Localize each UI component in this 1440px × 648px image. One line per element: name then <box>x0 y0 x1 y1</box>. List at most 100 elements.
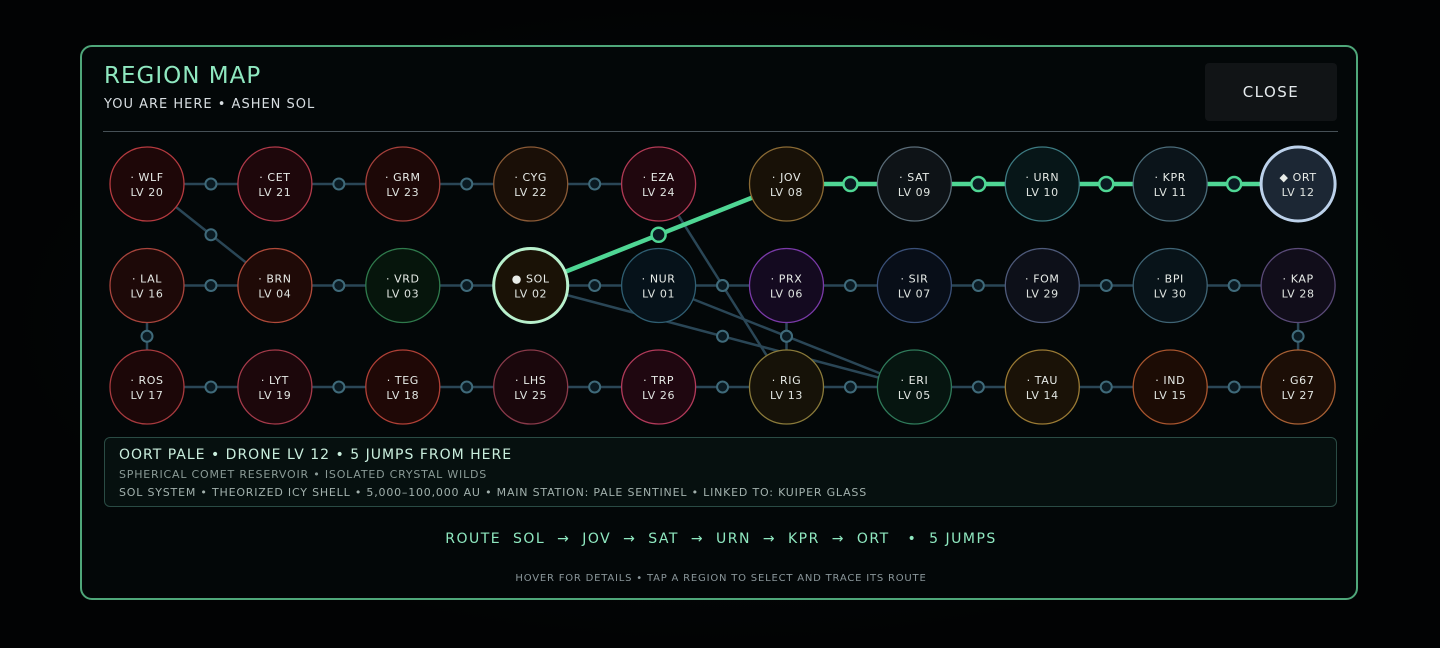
region-node-vrd[interactable]: · VRD LV 03 <box>365 247 441 324</box>
region-node-ort[interactable]: ◆ ORT LV 12 <box>1259 145 1337 223</box>
region-node-tau[interactable]: · TAU LV 14 <box>1004 349 1080 425</box>
region-node-circle <box>1132 247 1208 324</box>
region-node-bpi[interactable]: · BPI LV 30 <box>1132 247 1208 324</box>
region-graph: · WLF LV 20 · CET LV 21 · GRM LV 23 · CYG LV 22… <box>109 145 1337 425</box>
link-connector <box>716 380 730 394</box>
region-node-circle <box>492 247 570 324</box>
region-node-level: LV 07 <box>898 288 931 301</box>
region-node-cyg[interactable]: · CYG LV 22 <box>493 146 569 222</box>
region-node-name: · SAT <box>899 171 930 184</box>
region-node-sol[interactable]: ● SOL LV 02 <box>492 247 570 324</box>
region-node-level: LV 20 <box>131 186 164 199</box>
link-connector <box>204 177 218 191</box>
region-node-brn[interactable]: · BRN LV 04 <box>237 247 313 324</box>
region-node-level: LV 13 <box>770 389 803 402</box>
region-node-sat[interactable]: · SAT LV 09 <box>876 146 953 222</box>
region-node-circle <box>748 247 825 324</box>
link-connector <box>460 380 474 394</box>
region-node-name: · LAL <box>132 273 162 286</box>
link-connector <box>1227 279 1241 292</box>
link-connector <box>332 380 346 394</box>
region-node-kpr[interactable]: · KPR LV 11 <box>1132 146 1208 222</box>
region-node-circle <box>1260 247 1336 324</box>
region-node-name: · CYG <box>514 171 547 184</box>
region-node-name: · KAP <box>1283 273 1314 286</box>
region-node-level: LV 03 <box>386 288 419 301</box>
region-node-circle <box>1132 146 1208 222</box>
region-node-name: · BPI <box>1156 273 1183 286</box>
region-node-ros[interactable]: · ROS LV 17 <box>109 349 185 425</box>
region-node-level: LV 09 <box>898 186 931 199</box>
region-node-name: · LHS <box>515 374 546 387</box>
hint-text: HOVER FOR DETAILS • TAP A REGION TO SELE… <box>515 573 927 584</box>
region-node-level: LV 17 <box>131 389 164 402</box>
region-node-nur[interactable]: · NUR LV 01 <box>620 247 697 324</box>
link-connector <box>1099 380 1113 394</box>
region-node-circle <box>1260 349 1336 425</box>
link-connector <box>843 279 857 292</box>
region-node-name: · TRP <box>643 374 674 387</box>
region-node-urn[interactable]: · URN LV 10 <box>1004 146 1080 222</box>
region-node-name: ● SOL <box>512 273 550 286</box>
link-connector <box>204 279 218 292</box>
region-node-name: · KPR <box>1154 171 1185 184</box>
region-node-jov[interactable]: · JOV LV 08 <box>748 146 825 222</box>
link-connector <box>332 279 346 292</box>
region-node-level: LV 26 <box>642 389 675 402</box>
region-node-name: · IND <box>1155 374 1185 387</box>
region-node-grm[interactable]: · GRM LV 23 <box>365 146 441 222</box>
region-node-ind[interactable]: · IND LV 15 <box>1132 349 1208 425</box>
region-node-cet[interactable]: · CET LV 21 <box>237 146 313 222</box>
region-node-level: LV 04 <box>258 288 291 301</box>
region-node-circle <box>620 349 697 425</box>
region-node-name: · EZA <box>643 171 675 184</box>
link-connector <box>843 380 857 394</box>
region-node-circle <box>365 247 441 324</box>
region-node-circle <box>109 349 185 425</box>
region-details-panel: OORT PALE • DRONE LV 12 • 5 JUMPS FROM H… <box>104 437 1337 507</box>
region-node-name: · LYT <box>261 374 289 387</box>
region-node-name: · ROS <box>130 374 163 387</box>
link-connector <box>460 279 474 292</box>
region-node-name: · RIG <box>772 374 801 387</box>
region-node-name: · CET <box>259 171 290 184</box>
region-node-level: LV 15 <box>1154 389 1187 402</box>
region-node-trp[interactable]: · TRP LV 26 <box>620 349 697 425</box>
region-node-circle <box>1004 247 1080 324</box>
region-node-circle <box>109 247 185 324</box>
close-button[interactable]: CLOSE <box>1205 63 1337 121</box>
region-node-rig[interactable]: · RIG LV 13 <box>748 349 825 425</box>
region-node-eza[interactable]: · EZA LV 24 <box>620 146 697 222</box>
region-node-level: LV 14 <box>1026 389 1059 402</box>
link-connector <box>716 329 730 343</box>
region-node-circle <box>1259 145 1337 223</box>
region-node-lal[interactable]: · LAL LV 16 <box>109 247 185 324</box>
region-node-lhs[interactable]: · LHS LV 25 <box>493 349 569 425</box>
region-node-teg[interactable]: · TEG LV 18 <box>365 349 441 425</box>
region-node-name: · JOV <box>772 171 801 184</box>
region-node-level: LV 02 <box>514 288 547 301</box>
region-node-wlf[interactable]: · WLF LV 20 <box>109 146 185 222</box>
region-node-lyt[interactable]: · LYT LV 19 <box>237 349 313 425</box>
region-node-level: LV 21 <box>258 186 291 199</box>
link-connector <box>780 329 793 343</box>
region-node-kap[interactable]: · KAP LV 28 <box>1260 247 1336 324</box>
region-node-level: LV 29 <box>1026 288 1059 301</box>
link-connector <box>971 380 985 394</box>
region-node-prx[interactable]: · PRX LV 06 <box>748 247 825 324</box>
region-node-circle <box>876 247 953 324</box>
dialog-title: REGION MAP <box>104 63 262 89</box>
region-node-level: LV 01 <box>642 288 675 301</box>
region-node-name: · VRD <box>386 273 420 286</box>
link-connector <box>460 177 474 191</box>
region-node-circle <box>493 146 569 222</box>
region-node-circle <box>876 146 953 222</box>
region-node-fom[interactable]: · FOM LV 29 <box>1004 247 1080 324</box>
region-node-level: LV 23 <box>386 186 419 199</box>
details-facts: SOL SYSTEM • THEORIZED ICY SHELL • 5,000… <box>119 486 867 499</box>
link-connector <box>970 175 987 193</box>
region-node-circle <box>109 146 185 222</box>
region-node-eri[interactable]: · ERI LV 05 <box>876 349 953 425</box>
region-node-sir[interactable]: · SIR LV 07 <box>876 247 953 324</box>
region-node-g67[interactable]: · G67 LV 27 <box>1260 349 1336 425</box>
